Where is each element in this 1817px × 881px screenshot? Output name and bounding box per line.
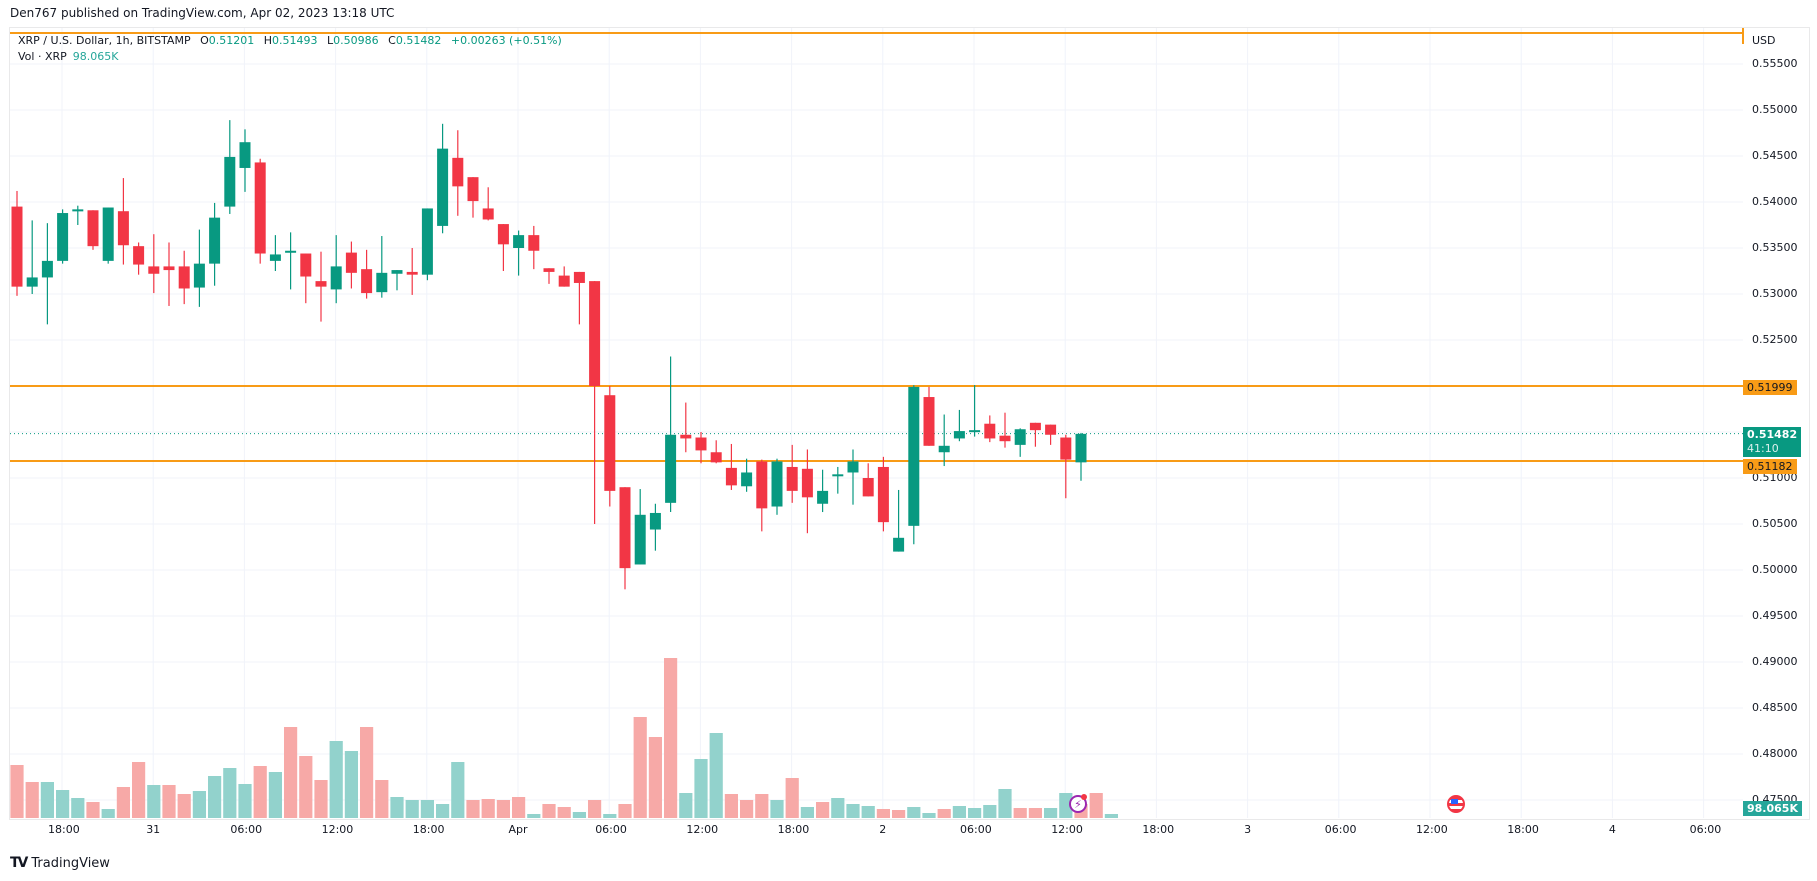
publish-info: Den767 published on TradingView.com, Apr… [10, 6, 395, 20]
price-tick-label: 0.55000 [1752, 103, 1798, 116]
close-value: 0.51482 [395, 34, 442, 47]
price-tick-label: 0.50500 [1752, 517, 1798, 530]
price-tick-label: 0.51000 [1752, 471, 1798, 484]
time-tick-label: 18:00 [1142, 823, 1175, 836]
price-tick-label: 0.55500 [1752, 57, 1798, 70]
price-tick-label: 0.48500 [1752, 701, 1798, 714]
us-flag-event-icon[interactable] [1447, 795, 1465, 813]
price-tick-label: 0.49500 [1752, 609, 1798, 622]
time-tick-label: 2 [879, 823, 887, 836]
symbol-title[interactable]: XRP / U.S. Dollar, 1h, BITSTAMP [18, 34, 191, 47]
price-tick-label: 0.52500 [1752, 333, 1798, 346]
time-tick-label: 31 [146, 823, 161, 836]
time-tick-label: 18:00 [1507, 823, 1539, 836]
current-price-tag: 0.51482 41:10 [1743, 427, 1802, 457]
open-value: 0.51201 [208, 34, 255, 47]
support-price-tag: 0.51182 [1743, 459, 1797, 474]
flash-event-icon[interactable]: ⚡ [1069, 794, 1087, 813]
time-tick-label: 06:00 [960, 823, 992, 836]
price-tick-label: 0.53500 [1752, 241, 1798, 254]
time-tick-label: 12:00 [321, 823, 354, 836]
price-tick-label: 0.54000 [1752, 195, 1798, 208]
chart-frame [9, 27, 1810, 820]
time-tick-label: 06:00 [230, 823, 263, 836]
ohlc-line: XRP / U.S. Dollar, 1h, BITSTAMP O0.51201… [18, 33, 562, 49]
time-tick-label: 18:00 [777, 823, 810, 836]
price-tick-label: 0.48000 [1752, 747, 1798, 760]
high-label: H [263, 34, 273, 47]
price-tick-label: 0.54500 [1752, 149, 1798, 162]
resistance-price-tag: 0.51999 [1743, 380, 1797, 395]
time-tick-label: 3 [1244, 823, 1252, 836]
bar-countdown: 41:10 [1747, 442, 1779, 455]
currency-label: USD [1752, 34, 1776, 47]
change-value: +0.00263 (+0.51%) [450, 34, 562, 47]
volume-value: 98.065K [72, 50, 119, 63]
high-value: 0.51493 [272, 34, 318, 47]
low-label: L [327, 34, 334, 47]
time-tick-label: 12:00 [1051, 823, 1083, 836]
time-tick-label: 06:00 [1324, 823, 1357, 836]
time-tick-label: 18:00 [412, 823, 445, 836]
time-tick-label: 06:00 [1689, 823, 1722, 836]
low-value: 0.50986 [333, 34, 379, 47]
price-tick-label: 0.49000 [1752, 655, 1798, 668]
time-tick-label: 4 [1608, 823, 1616, 836]
close-label: C [388, 34, 396, 47]
current-price: 0.51482 [1747, 428, 1798, 441]
price-tick-label: 0.53000 [1752, 287, 1798, 300]
time-tick-label: 12:00 [1416, 823, 1448, 836]
time-tick-label: 18:00 [48, 823, 80, 836]
time-tick-label: Apr [508, 823, 528, 836]
volume-tag: 98.065K [1743, 801, 1802, 816]
tradingview-logo-icon: 𝗧𝗩 [10, 855, 28, 871]
time-tick-label: 12:00 [686, 823, 719, 836]
volume-line: Vol · XRP 98.065K [18, 49, 562, 65]
tradingview-brand: TradingView [31, 855, 110, 871]
volume-label[interactable]: Vol · XRP [18, 50, 67, 63]
price-tick-label: 0.50000 [1752, 563, 1798, 576]
tradingview-logo[interactable]: 𝗧𝗩 TradingView [10, 855, 110, 871]
time-tick-label: 06:00 [595, 823, 627, 836]
chart-legend: XRP / U.S. Dollar, 1h, BITSTAMP O0.51201… [18, 33, 562, 65]
open-label: O [200, 34, 209, 47]
